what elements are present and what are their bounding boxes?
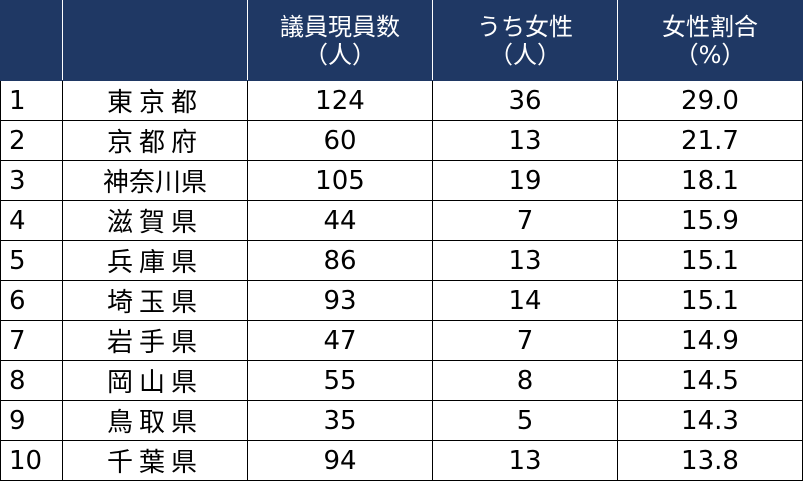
prefecture-cell: 埼玉県 bbox=[62, 280, 248, 321]
table-row: 7 岩手県 47 7 14.9 bbox=[0, 320, 803, 361]
rank-cell: 6 bbox=[0, 280, 63, 321]
rank-cell: 1 bbox=[0, 80, 63, 121]
rank-cell: 8 bbox=[0, 360, 63, 401]
members-cell: 47 bbox=[247, 320, 433, 361]
table-row: 6 埼玉県 93 14 15.1 bbox=[0, 280, 803, 321]
ratio-cell: 21.7 bbox=[617, 120, 803, 161]
rank-cell: 4 bbox=[0, 200, 63, 241]
rank-cell: 3 bbox=[0, 160, 63, 201]
members-cell: 44 bbox=[247, 200, 433, 241]
members-cell: 124 bbox=[247, 80, 433, 121]
header-women-label: うち女性 bbox=[477, 12, 573, 41]
header-row: 議員現員数 （人） うち女性 （人） 女性割合 （%） bbox=[0, 0, 803, 81]
prefecture-cell: 神奈川県 bbox=[62, 160, 248, 201]
header-rank bbox=[0, 0, 63, 81]
women-cell: 14 bbox=[432, 280, 618, 321]
members-cell: 60 bbox=[247, 120, 433, 161]
ratio-cell: 29.0 bbox=[617, 80, 803, 121]
ratio-cell: 14.9 bbox=[617, 320, 803, 361]
ratio-cell: 14.3 bbox=[617, 400, 803, 441]
table-row: 5 兵庫県 86 13 15.1 bbox=[0, 240, 803, 281]
women-cell: 7 bbox=[432, 320, 618, 361]
rank-cell: 5 bbox=[0, 240, 63, 281]
header-ratio-unit: （%） bbox=[674, 40, 746, 69]
ratio-cell: 14.5 bbox=[617, 360, 803, 401]
rank-cell: 9 bbox=[0, 400, 63, 441]
header-members-label: 議員現員数 bbox=[280, 12, 400, 41]
header-members: 議員現員数 （人） bbox=[247, 0, 433, 81]
header-ratio-label: 女性割合 bbox=[662, 12, 758, 41]
women-cell: 13 bbox=[432, 240, 618, 281]
prefecture-cell: 東京都 bbox=[62, 80, 248, 121]
table-row: 1 東京都 124 36 29.0 bbox=[0, 80, 803, 121]
rank-cell: 7 bbox=[0, 320, 63, 361]
prefecture-cell: 滋賀県 bbox=[62, 200, 248, 241]
rank-cell: 10 bbox=[0, 440, 63, 481]
members-cell: 93 bbox=[247, 280, 433, 321]
table-row: 2 京都府 60 13 21.7 bbox=[0, 120, 803, 161]
prefecture-cell: 鳥取県 bbox=[62, 400, 248, 441]
table-row: 10 千葉県 94 13 13.8 bbox=[0, 440, 803, 481]
ratio-cell: 15.1 bbox=[617, 240, 803, 281]
women-cell: 7 bbox=[432, 200, 618, 241]
table-row: 4 滋賀県 44 7 15.9 bbox=[0, 200, 803, 241]
header-members-unit: （人） bbox=[304, 40, 376, 69]
women-cell: 8 bbox=[432, 360, 618, 401]
rank-cell: 2 bbox=[0, 120, 63, 161]
table-row: 3 神奈川県 105 19 18.1 bbox=[0, 160, 803, 201]
members-cell: 35 bbox=[247, 400, 433, 441]
ratio-cell: 15.9 bbox=[617, 200, 803, 241]
header-prefecture bbox=[62, 0, 248, 81]
prefecture-cell: 岩手県 bbox=[62, 320, 248, 361]
members-cell: 86 bbox=[247, 240, 433, 281]
prefecture-cell: 京都府 bbox=[62, 120, 248, 161]
women-cell: 13 bbox=[432, 440, 618, 481]
header-women: うち女性 （人） bbox=[432, 0, 618, 81]
women-cell: 13 bbox=[432, 120, 618, 161]
ratio-cell: 13.8 bbox=[617, 440, 803, 481]
members-cell: 55 bbox=[247, 360, 433, 401]
prefecture-cell: 千葉県 bbox=[62, 440, 248, 481]
table-row: 8 岡山県 55 8 14.5 bbox=[0, 360, 803, 401]
ratio-cell: 18.1 bbox=[617, 160, 803, 201]
women-cell: 36 bbox=[432, 80, 618, 121]
prefecture-cell: 岡山県 bbox=[62, 360, 248, 401]
women-cell: 5 bbox=[432, 400, 618, 441]
members-cell: 94 bbox=[247, 440, 433, 481]
header-women-unit: （人） bbox=[489, 40, 561, 69]
members-cell: 105 bbox=[247, 160, 433, 201]
ratio-cell: 15.1 bbox=[617, 280, 803, 321]
prefecture-cell: 兵庫県 bbox=[62, 240, 248, 281]
header-ratio: 女性割合 （%） bbox=[617, 0, 803, 81]
table-row: 9 鳥取県 35 5 14.3 bbox=[0, 400, 803, 441]
women-cell: 19 bbox=[432, 160, 618, 201]
